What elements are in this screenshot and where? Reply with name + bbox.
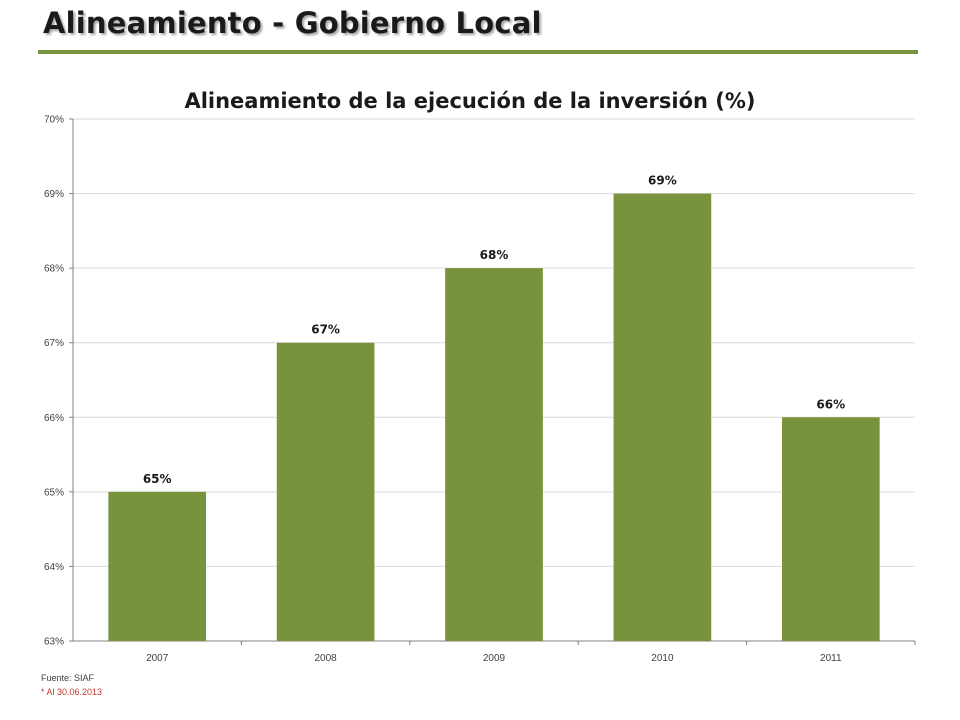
title-underline	[38, 50, 918, 54]
data-label: 69%	[648, 174, 677, 188]
data-label: 66%	[816, 397, 845, 411]
y-tick-label: 65%	[44, 487, 64, 498]
x-tick-labels: 2007 2008 2009 2010 2011	[146, 653, 842, 664]
x-tick-label: 2010	[651, 653, 674, 664]
bar	[108, 491, 207, 641]
x-tick-label: 2007	[146, 653, 169, 664]
chart-title: Alineamiento de la ejecución de la inver…	[184, 89, 755, 113]
y-tick-label: 70%	[44, 115, 64, 126]
date-note: * Al 30.06.2013	[41, 687, 103, 697]
bar	[613, 193, 712, 642]
slide-title: Alineamiento - Gobierno Local	[43, 6, 542, 40]
y-tick-label: 66%	[44, 413, 64, 424]
bars	[108, 193, 880, 642]
bar	[276, 342, 375, 641]
y-tick-label: 68%	[44, 264, 64, 275]
x-tick-label: 2009	[483, 653, 506, 664]
data-labels: 65% 67% 68% 69% 66%	[143, 174, 845, 486]
data-label: 68%	[480, 248, 509, 262]
y-tick-label: 64%	[44, 562, 64, 573]
data-label: 65%	[143, 472, 172, 486]
y-tick-labels: 63% 64% 65% 66% 67% 68% 69% 70%	[44, 115, 64, 648]
gridlines	[73, 118, 915, 567]
x-tick-label: 2011	[820, 653, 842, 664]
bar	[445, 268, 543, 641]
x-tick-label: 2008	[314, 653, 337, 664]
data-label: 67%	[311, 323, 340, 337]
y-tick-label: 69%	[44, 189, 64, 200]
bar	[781, 417, 880, 641]
y-tick-label: 67%	[44, 338, 64, 349]
source-note: Fuente: SIAF	[41, 673, 95, 683]
y-tick-label: 63%	[44, 637, 64, 648]
